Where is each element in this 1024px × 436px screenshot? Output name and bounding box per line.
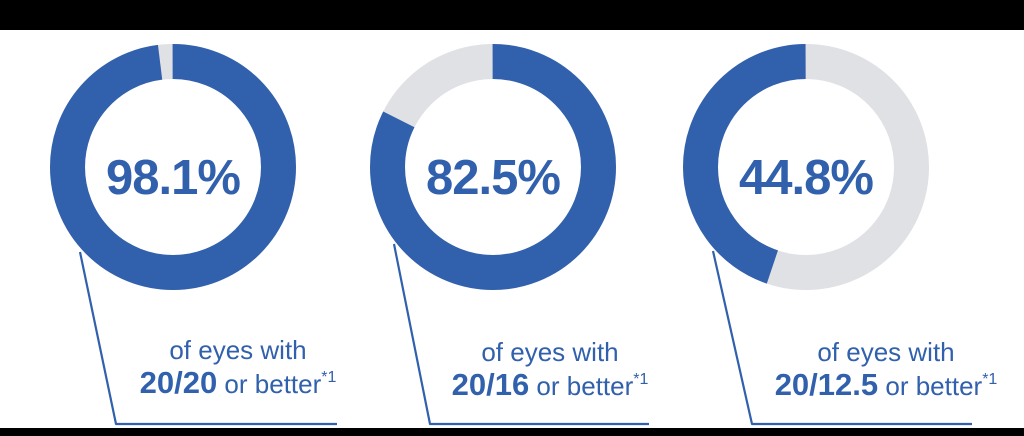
- caption-suffix: or better: [885, 371, 983, 401]
- donut-panel-20-16: 82.5%: [370, 44, 616, 290]
- donut-chart-20-20: [50, 44, 296, 290]
- caption-footnote-marker: *1: [321, 369, 337, 386]
- donut-chart-20-16: [370, 44, 616, 290]
- bottom-black-bar: [0, 428, 1024, 436]
- donut-value-arc: [50, 44, 296, 290]
- caption-suffix: or better: [224, 369, 322, 399]
- donut-caption-20-20: of eyes with 20/20 or better*1: [140, 334, 337, 401]
- donut-chart-20-12-5: [683, 44, 929, 290]
- caption-acuity-value: 20/20: [139, 365, 218, 400]
- donut-percentage-label: 44.8%: [739, 151, 874, 205]
- donut-value-arc: [370, 44, 616, 290]
- top-black-bar: [0, 0, 1024, 30]
- caption-line2: 20/12.5 or better*1: [775, 368, 998, 403]
- caption-line1: of eyes with: [817, 337, 955, 367]
- caption-line2: 20/16 or better*1: [452, 368, 649, 403]
- donut-caption-20-16: of eyes with 20/16 or better*1: [452, 336, 649, 403]
- donut-caption-20-12-5: of eyes with 20/12.5 or better*1: [775, 336, 998, 403]
- caption-line2: 20/20 or better*1: [140, 366, 337, 401]
- donut-value-arc: [683, 44, 929, 290]
- donut-percentage-label: 98.1%: [106, 151, 241, 205]
- donut-panel-20-12-5: 44.8%: [683, 44, 929, 290]
- caption-acuity-value: 20/16: [451, 367, 530, 402]
- caption-acuity-value: 20/12.5: [774, 367, 879, 402]
- caption-footnote-marker: *1: [633, 371, 649, 388]
- donut-percentage-label: 82.5%: [426, 151, 561, 205]
- caption-line1: of eyes with: [169, 335, 307, 365]
- caption-suffix: or better: [536, 371, 634, 401]
- caption-footnote-marker: *1: [982, 371, 998, 388]
- caption-line1: of eyes with: [481, 337, 619, 367]
- donut-panel-20-20: 98.1%: [50, 44, 296, 290]
